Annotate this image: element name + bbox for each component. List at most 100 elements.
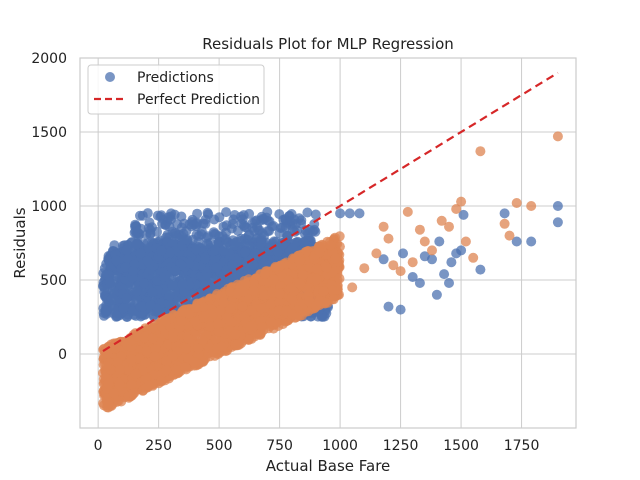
residual-point — [183, 334, 194, 344]
prediction-point — [431, 289, 442, 300]
prediction-point — [164, 290, 175, 301]
residual-point — [189, 357, 200, 368]
legend-predictions-marker — [105, 72, 115, 82]
residual-point — [274, 288, 285, 299]
prediction-point — [354, 208, 365, 219]
residual-point — [168, 332, 178, 343]
residual-point — [232, 339, 243, 350]
prediction-point — [131, 286, 142, 297]
prediction-point — [170, 265, 181, 276]
prediction-point — [192, 217, 202, 228]
residual-point — [468, 252, 479, 263]
prediction-point — [145, 300, 156, 311]
prediction-point — [211, 262, 222, 273]
x-tick-label: 1250 — [383, 438, 419, 454]
residual-point — [371, 248, 382, 259]
prediction-point — [147, 287, 158, 298]
residual-point — [395, 266, 406, 277]
residual-point — [378, 221, 389, 232]
prediction-point — [511, 236, 522, 247]
prediction-point — [145, 229, 156, 240]
prediction-point — [164, 247, 175, 258]
residual-point — [504, 230, 515, 241]
residual-point — [419, 236, 430, 247]
prediction-point — [135, 210, 145, 221]
residual-point — [190, 316, 200, 327]
prediction-point — [128, 266, 138, 276]
residual-point — [286, 282, 297, 293]
residual-point — [511, 198, 522, 208]
prediction-point — [121, 245, 132, 255]
residual-point — [552, 131, 563, 142]
residual-point — [246, 305, 257, 316]
prediction-point — [179, 234, 189, 245]
prediction-point — [239, 220, 249, 231]
residual-point — [298, 270, 308, 281]
residual-point — [330, 253, 341, 264]
residual-point — [126, 379, 137, 390]
prediction-point — [193, 230, 204, 241]
prediction-point — [427, 254, 437, 265]
scatter-points — [98, 131, 563, 413]
prediction-point — [287, 243, 298, 254]
prediction-point — [226, 223, 237, 234]
prediction-point — [310, 209, 321, 220]
residual-point — [330, 232, 340, 243]
residual-point — [126, 354, 137, 365]
residual-point — [347, 282, 358, 293]
y-tick-label: 500 — [40, 273, 67, 289]
residual-point — [210, 333, 221, 344]
residual-point — [294, 256, 305, 267]
prediction-point — [202, 238, 213, 249]
residual-point — [205, 321, 216, 332]
residual-point — [240, 278, 251, 289]
residual-point — [414, 224, 425, 235]
prediction-point — [120, 262, 131, 273]
residual-point — [328, 294, 339, 305]
prediction-point — [239, 247, 250, 258]
x-tick-label: 1750 — [504, 438, 540, 454]
prediction-point — [118, 303, 129, 314]
x-tick-label: 0 — [94, 438, 103, 454]
prediction-point — [184, 258, 195, 269]
residual-point — [359, 263, 370, 274]
prediction-point — [191, 244, 201, 255]
prediction-point — [247, 218, 258, 228]
residual-point — [383, 233, 394, 244]
prediction-point — [210, 245, 221, 256]
prediction-point — [280, 222, 291, 233]
prediction-point — [157, 218, 168, 229]
residual-point — [321, 262, 332, 273]
prediction-point — [444, 278, 454, 288]
residual-point — [180, 362, 191, 373]
prediction-point — [398, 248, 408, 259]
residual-point — [456, 196, 467, 207]
residual-point — [128, 388, 139, 399]
prediction-point — [152, 210, 163, 221]
residual-point — [256, 322, 267, 333]
residual-point — [172, 365, 183, 376]
residual-point — [388, 260, 399, 271]
prediction-point — [475, 264, 486, 275]
residual-point — [225, 286, 236, 297]
prediction-point — [139, 278, 149, 289]
residual-point — [218, 297, 229, 308]
residual-point — [402, 206, 413, 217]
residual-point — [224, 316, 235, 326]
residual-point — [140, 357, 151, 368]
prediction-point — [218, 221, 229, 232]
residual-point — [141, 346, 152, 357]
prediction-point — [98, 268, 109, 279]
residual-point — [193, 343, 204, 354]
residual-point — [407, 257, 418, 268]
prediction-point — [111, 271, 122, 282]
prediction-point — [407, 272, 418, 282]
residual-point — [139, 332, 150, 343]
residual-point — [270, 261, 281, 272]
residual-point — [334, 273, 345, 284]
residual-point — [266, 298, 277, 309]
legend-box — [87, 64, 265, 115]
residual-point — [161, 356, 172, 367]
legend: Predictions Perfect Prediction — [87, 64, 265, 115]
